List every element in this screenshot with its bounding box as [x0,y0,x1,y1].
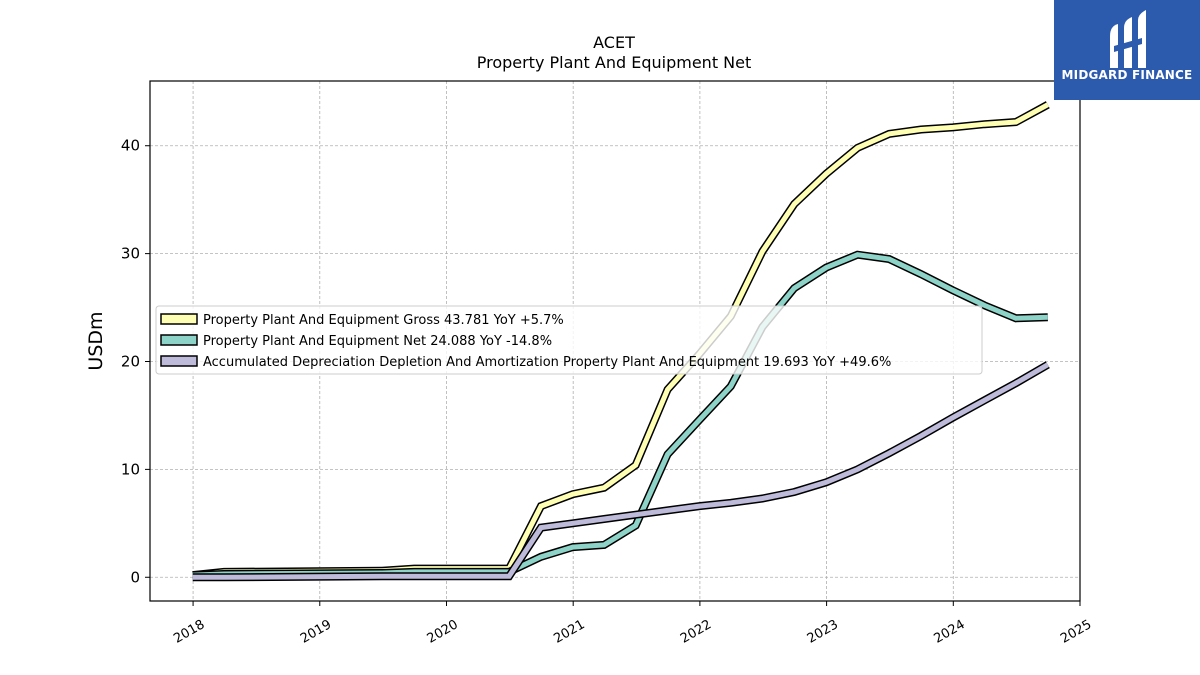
x-tick-label: 2022 [678,617,714,647]
legend-label: Accumulated Depreciation Depletion And A… [203,355,891,370]
x-axis-ticks: 2018 2019 2020 2021 2022 2023 2024 2025 [171,601,1094,647]
chart-title: ACET [593,33,635,52]
legend: Property Plant And Equipment Gross 43.78… [155,305,983,375]
legend-box [155,305,983,375]
brand-logo: MIDGARD FINANCE [1054,0,1200,100]
y-tick-label: 10 [121,460,140,478]
y-axis-label: USDm [85,311,107,370]
logo-text: MIDGARD FINANCE [1061,68,1193,82]
y-tick-label: 0 [130,568,140,586]
legend-label: Property Plant And Equipment Gross 43.78… [203,313,564,328]
series-line-outline [192,361,1050,582]
series-line [192,362,1050,580]
x-tick-label: 2019 [298,617,334,647]
plot-frame [149,80,1081,602]
x-tick-label: 2020 [425,617,461,647]
y-tick-label: 20 [121,352,140,370]
x-tick-label: 2023 [805,617,841,647]
y-tick-label: 40 [121,137,140,155]
legend-swatch [160,334,198,346]
legend-label: Property Plant And Equipment Net 24.088 … [203,334,552,349]
series-line [192,252,1048,578]
legend-swatch [160,355,198,367]
series-2 [192,361,1050,582]
series-1 [192,250,1048,580]
x-tick-label: 2021 [551,617,587,647]
x-tick-label: 2025 [1058,617,1094,647]
y-tick-label: 30 [121,245,140,263]
y-axis-ticks: 0 10 20 30 40 [121,137,150,586]
legend-swatch [160,313,198,325]
chart-subtitle: Property Plant And Equipment Net [477,53,752,72]
x-tick-label: 2024 [931,617,967,647]
logo-mark-icon [1110,10,1146,68]
series-line-outline [192,250,1048,580]
x-tick-label: 2018 [171,617,207,647]
